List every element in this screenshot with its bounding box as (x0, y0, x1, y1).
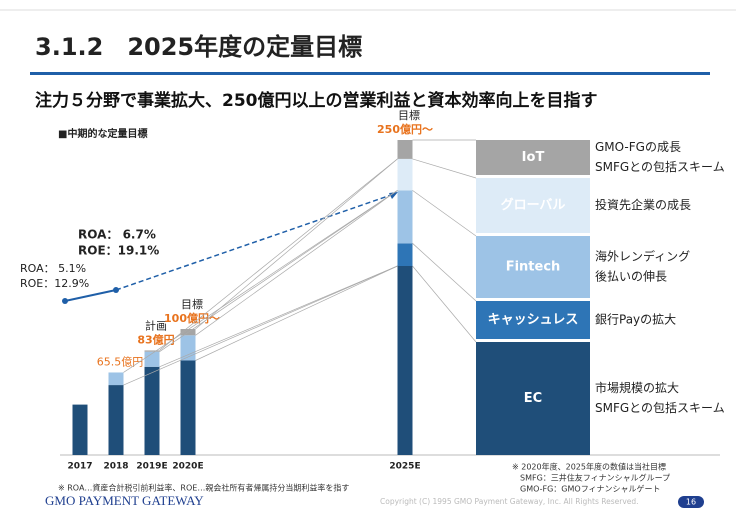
bar-segment (144, 351, 160, 367)
connector (412, 265, 477, 343)
copyright: Copyright (C) 1995 GMO Payment Gateway, … (380, 497, 639, 506)
connector (412, 190, 477, 237)
title: 3.1.2 2025年度の定量目標 (35, 33, 362, 61)
connector (123, 190, 398, 373)
bar-segment (180, 360, 196, 455)
total-prefix: 目標 (398, 108, 420, 122)
arrow-head (389, 192, 398, 199)
bar-segment (108, 372, 124, 386)
segment-note: 銀行Payの拡大 (595, 313, 676, 327)
connector (159, 265, 398, 368)
footnote: SMFG：三井住友フィナンシャルグループ (520, 473, 670, 483)
x-tick-label: 2018 (103, 462, 128, 472)
legend-block (476, 342, 590, 455)
bar-segment (397, 158, 413, 191)
connector (195, 158, 398, 330)
legend-label: IoT (522, 150, 545, 165)
total-label: 100億円〜 (164, 311, 220, 325)
legend-block (476, 178, 590, 233)
total-label: 250億円〜 (377, 122, 433, 136)
segment-note: 後払いの伸長 (595, 270, 667, 284)
total-label: 83億円 (137, 332, 174, 346)
bar-segment (144, 350, 160, 352)
bar-segment (397, 243, 413, 266)
legend-label: グローバル (501, 197, 566, 213)
footnote: ※ 2020年度、2025年度の数値は当社目標 (512, 462, 666, 472)
segment-note: GMO-FGの成長 (595, 140, 681, 154)
total-prefix: 計画 (145, 318, 167, 332)
bar-segment (397, 190, 413, 244)
annotation: ROE：12.9% (20, 277, 89, 290)
x-tick-label: 2019E (136, 462, 167, 472)
x-tick-label: 2020E (172, 462, 203, 472)
x-tick-label: 2017 (67, 462, 92, 472)
x-tick-label: 2025E (389, 462, 420, 472)
footnote: ※ ROA…資産合計税引前利益率、ROE…親会社所有者帰属持分当期利益率を指す (58, 483, 349, 493)
page-number: 16 (686, 498, 696, 507)
total-prefix: 目標 (181, 297, 203, 311)
bar-segment (144, 366, 160, 455)
total-label: 65.5億円 (97, 355, 144, 368)
segment-note: 投資先企業の成長 (595, 197, 691, 212)
title-rule (30, 72, 710, 75)
section-label: ■中期的な定量目標 (58, 127, 147, 140)
footnote: GMO-FG：GMOフィナンシャルゲート (520, 484, 661, 494)
bar-segment (108, 385, 124, 455)
roa-line (64, 289, 117, 302)
connector (159, 158, 398, 351)
legend-label: Fintech (506, 260, 561, 275)
annotation: ROA： 5.1% (20, 262, 86, 275)
bar-segment (397, 140, 413, 159)
legend-block (476, 301, 590, 339)
connector (159, 190, 398, 352)
segment-note: 海外レンディング (595, 249, 690, 264)
connector (412, 158, 477, 179)
legend-label: キャッシュレス (488, 313, 579, 328)
annotation: ROE：19.1% (78, 244, 159, 258)
connector (123, 265, 398, 386)
bar-segment (72, 404, 88, 455)
logo: GMO PAYMENT GATEWAY (45, 493, 204, 508)
connector (195, 190, 398, 336)
segment-note: SMFGとの包括スキーム (595, 159, 725, 174)
target-arrow (115, 193, 395, 291)
legend-label: EC (524, 391, 542, 406)
bar-segment (397, 266, 413, 455)
connector (412, 243, 477, 302)
bar-segment (180, 335, 196, 361)
subtitle: 注力５分野で事業拡大、250億円以上の営業利益と資本効率向上を目指す (35, 90, 598, 111)
legend-block (476, 140, 590, 175)
segment-note: 市場規模の拡大 (595, 380, 679, 395)
segment-note: SMFGとの包括スキーム (595, 400, 725, 415)
legend-block (476, 236, 590, 298)
connector (195, 265, 398, 361)
page-badge (678, 496, 704, 508)
annotation: ROA： 6.7% (78, 228, 156, 242)
